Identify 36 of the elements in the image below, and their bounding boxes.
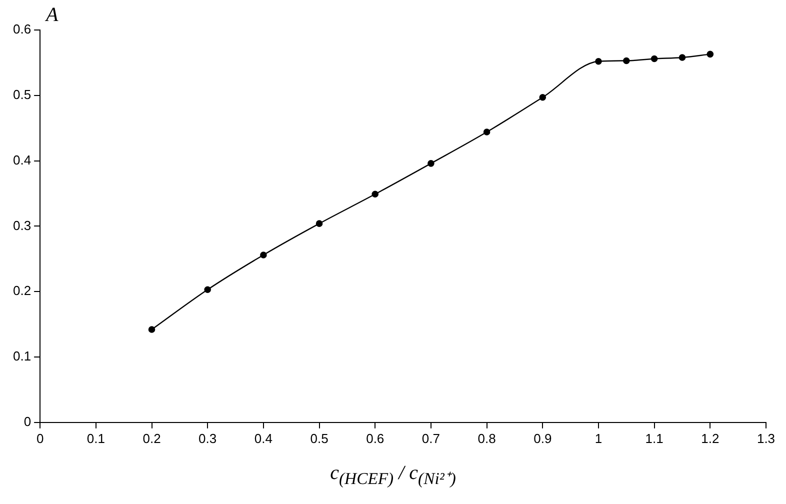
x-tick-label: 0.7 [422,430,440,446]
x-tick-label: 0.3 [198,430,217,446]
point [428,160,434,167]
point [678,54,686,61]
y-axis-title: A [46,4,58,27]
y-tick-label: 0 [24,414,32,429]
x-tick-label: 1 [594,430,602,446]
x-tick-label: 0.6 [366,430,384,446]
x-tick-label: 0 [36,430,44,446]
y-tick-label: 0.3 [12,218,32,233]
y-tick-label: 0.2 [12,283,32,298]
x-tick-label: 1.1 [645,430,664,446]
point [623,57,630,64]
y-tick-label: 0.6 [12,22,32,37]
point [595,58,602,65]
x-tick-label: 1.3 [756,430,776,446]
y-tick-label: 0.1 [12,348,32,364]
x-tick-label: 0.9 [534,430,552,446]
y-tick-label: 0.5 [12,86,32,102]
point [650,55,658,62]
point [372,190,379,198]
x-tick-label: 1.2 [701,430,720,446]
point [483,128,490,136]
point [148,326,156,333]
point [204,286,211,294]
x-tick-label: 0.1 [86,430,105,446]
x-tick-label: 0.5 [310,430,328,446]
x-axis-title: c$_{(HCEF)}$ / c$_{(Ni²⁺)}$ [329,462,457,489]
x-tick-label: 0.2 [142,430,161,446]
point [316,220,323,227]
x-tick-label: 0.4 [254,430,272,446]
point [260,252,267,258]
point [539,94,546,101]
x-tick-label: 0.8 [478,430,496,446]
point [706,50,714,58]
y-tick-label: 0.4 [12,152,32,168]
